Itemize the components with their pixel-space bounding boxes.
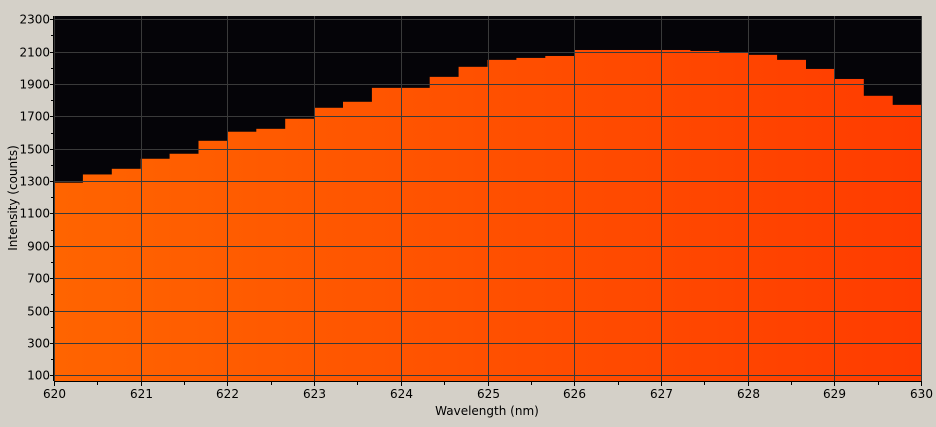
- bar: [343, 101, 373, 381]
- bar: [314, 107, 344, 381]
- y-tick-label: 900: [27, 240, 50, 254]
- y-tick-label: 1500: [19, 143, 50, 157]
- x-tick-label: 628: [737, 387, 760, 401]
- x-tick-label: 624: [390, 387, 413, 401]
- bar: [776, 59, 806, 382]
- bar: [111, 168, 142, 381]
- x-tick-label: 623: [303, 387, 326, 401]
- y-tick-label: 1300: [19, 175, 50, 189]
- bar: [660, 49, 691, 382]
- bar: [285, 118, 315, 381]
- bar: [256, 128, 286, 381]
- bar: [82, 174, 113, 381]
- bar: [689, 50, 720, 382]
- bar: [516, 57, 546, 382]
- bar: [429, 76, 460, 382]
- bar: [371, 87, 402, 382]
- bar: [140, 158, 171, 381]
- x-tick-label: 625: [477, 387, 500, 401]
- bar: [227, 131, 257, 381]
- bar: [574, 49, 604, 382]
- bar: [603, 49, 633, 382]
- bar: [747, 54, 778, 381]
- y-axis-label: Intensity (counts): [6, 145, 20, 251]
- x-tick-label: 622: [216, 387, 239, 401]
- bar: [632, 49, 662, 382]
- y-tick-label: 2100: [19, 46, 50, 60]
- y-tick-label: 1100: [19, 207, 50, 221]
- bar: [400, 87, 431, 382]
- y-tick-label: 700: [27, 272, 50, 286]
- y-tick-label: 500: [27, 305, 50, 319]
- y-tick-label: 1700: [19, 110, 50, 124]
- bar: [169, 153, 200, 381]
- x-axis-label: Wavelength (nm): [435, 404, 539, 418]
- y-tick-label: 1900: [19, 78, 50, 92]
- bar: [487, 59, 517, 382]
- x-tick-label: 626: [563, 387, 586, 401]
- bar: [545, 55, 575, 381]
- bar: [834, 78, 864, 382]
- x-tick-label: 630: [910, 387, 933, 401]
- bar: [198, 140, 228, 381]
- bar: [863, 95, 893, 382]
- y-tick-label: 300: [27, 337, 50, 351]
- x-tick-label: 627: [650, 387, 673, 401]
- bar: [54, 182, 84, 381]
- bar: [718, 52, 749, 381]
- bar: [892, 104, 922, 382]
- bar: [458, 66, 489, 381]
- bar: [805, 68, 835, 382]
- x-tick-label: 620: [43, 387, 66, 401]
- y-tick-label: 2300: [19, 13, 50, 27]
- x-tick-label: 629: [823, 387, 846, 401]
- y-tick-label: 100: [27, 369, 50, 383]
- x-tick-label: 621: [130, 387, 153, 401]
